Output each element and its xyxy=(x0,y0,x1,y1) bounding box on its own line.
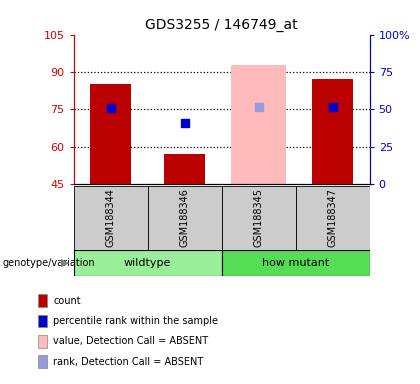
Bar xyxy=(312,79,353,184)
Text: GSM188347: GSM188347 xyxy=(328,189,338,247)
Bar xyxy=(38,314,47,328)
Title: GDS3255 / 146749_at: GDS3255 / 146749_at xyxy=(145,18,298,32)
Bar xyxy=(222,250,370,276)
Bar xyxy=(38,335,47,348)
Bar xyxy=(222,186,296,250)
Bar xyxy=(38,355,47,368)
Bar xyxy=(231,65,286,184)
Bar xyxy=(164,154,205,184)
Point xyxy=(181,120,188,126)
Text: ▶: ▶ xyxy=(61,258,69,268)
Text: genotype/variation: genotype/variation xyxy=(2,258,95,268)
Bar xyxy=(147,186,222,250)
Bar xyxy=(296,186,370,250)
Text: wildtype: wildtype xyxy=(124,258,171,268)
Point xyxy=(329,104,336,110)
Bar xyxy=(74,186,147,250)
Point xyxy=(107,105,114,111)
Text: GSM188345: GSM188345 xyxy=(254,189,264,247)
Text: GSM188344: GSM188344 xyxy=(105,189,116,247)
Text: rank, Detection Call = ABSENT: rank, Detection Call = ABSENT xyxy=(53,357,204,367)
Text: count: count xyxy=(53,296,81,306)
Bar xyxy=(38,294,47,307)
Bar xyxy=(90,84,131,184)
Text: value, Detection Call = ABSENT: value, Detection Call = ABSENT xyxy=(53,336,209,346)
Bar xyxy=(74,250,222,276)
Text: percentile rank within the sample: percentile rank within the sample xyxy=(53,316,218,326)
Text: how mutant: how mutant xyxy=(262,258,329,268)
Point xyxy=(255,104,262,110)
Text: GSM188346: GSM188346 xyxy=(179,189,189,247)
